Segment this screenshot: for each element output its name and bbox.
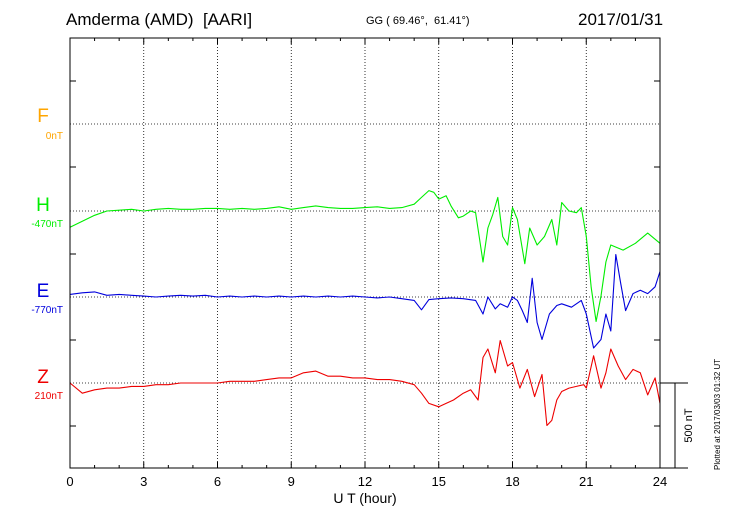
x-tick-label: 3 [140, 474, 147, 489]
x-tick-label: 12 [358, 474, 372, 489]
channel-z-letter: Z [37, 367, 49, 388]
series-e-line [69, 253, 661, 349]
station-title: Amderma (AMD) [AARI] [66, 10, 253, 29]
series-z-line [69, 339, 661, 427]
x-tick-label: 15 [432, 474, 446, 489]
grid-lines [70, 38, 660, 468]
x-tick-label: 6 [214, 474, 221, 489]
station-coordinates: GG ( 69.46°, 61.41°) [366, 15, 470, 27]
x-axis-label: U T (hour) [333, 490, 397, 506]
channel-f-baseline: 0nT [45, 131, 63, 142]
x-tick-label: 21 [579, 474, 593, 489]
channel-e-letter: E [36, 281, 50, 302]
channel-z-baseline: 210nT [34, 391, 63, 402]
channel-h-baseline: -470nT [31, 219, 63, 230]
scale-bar-label: 500 nT [683, 408, 695, 443]
plot-date: 2017/01/31 [578, 10, 664, 29]
plot-frame [69, 37, 661, 469]
x-tick-label: 24 [653, 474, 667, 489]
data-traces [69, 190, 661, 427]
channel-e-baseline: -770nT [31, 305, 63, 316]
axis-ticks: 0 3 6 9 12 15 18 21 24 [66, 38, 667, 489]
series-h-line [69, 190, 661, 323]
x-tick-label: 18 [505, 474, 519, 489]
scale-bar: 500 nT [660, 382, 695, 469]
channel-f-letter: F [37, 106, 49, 127]
x-tick-label: 9 [288, 474, 295, 489]
channel-h-letter: H [36, 195, 50, 216]
plotted-at-note: Plotted at 2017/03/03 01:32 UT [713, 358, 722, 470]
x-tick-label: 0 [66, 474, 73, 489]
